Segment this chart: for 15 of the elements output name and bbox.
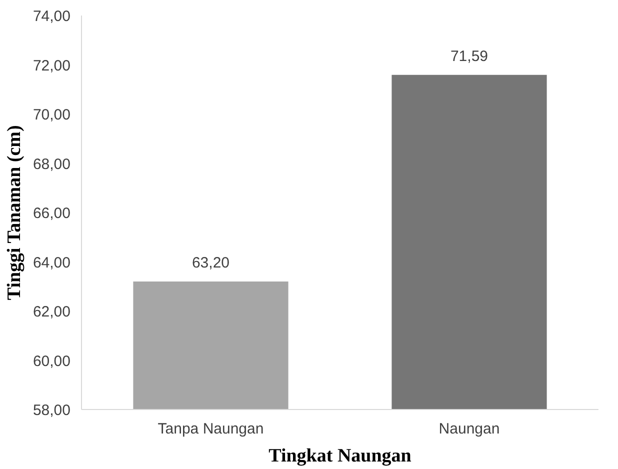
y-tick-label: 74,00 [32,8,71,25]
data-label: 63,20 [192,254,230,272]
y-tick-label: 68,00 [32,156,71,173]
y-axis-title: Tinggi Tanaman (cm) [4,125,25,300]
y-tick-label: 70,00 [32,106,71,124]
y-tick-label: 72,00 [32,57,71,74]
y-tick-label: 64,00 [32,254,71,272]
y-tick-label: 66,00 [32,205,71,222]
y-tick-label: 62,00 [32,304,71,320]
data-label: 71,59 [450,48,488,65]
y-tick-label: 58,00 [32,402,71,419]
y-tick-label: 60,00 [32,352,71,370]
x-tick-label: Naungan [438,420,500,438]
x-axis-title: Tingkat Naungan [268,446,412,466]
x-tick-label: Tanpa Naungan [158,420,264,438]
